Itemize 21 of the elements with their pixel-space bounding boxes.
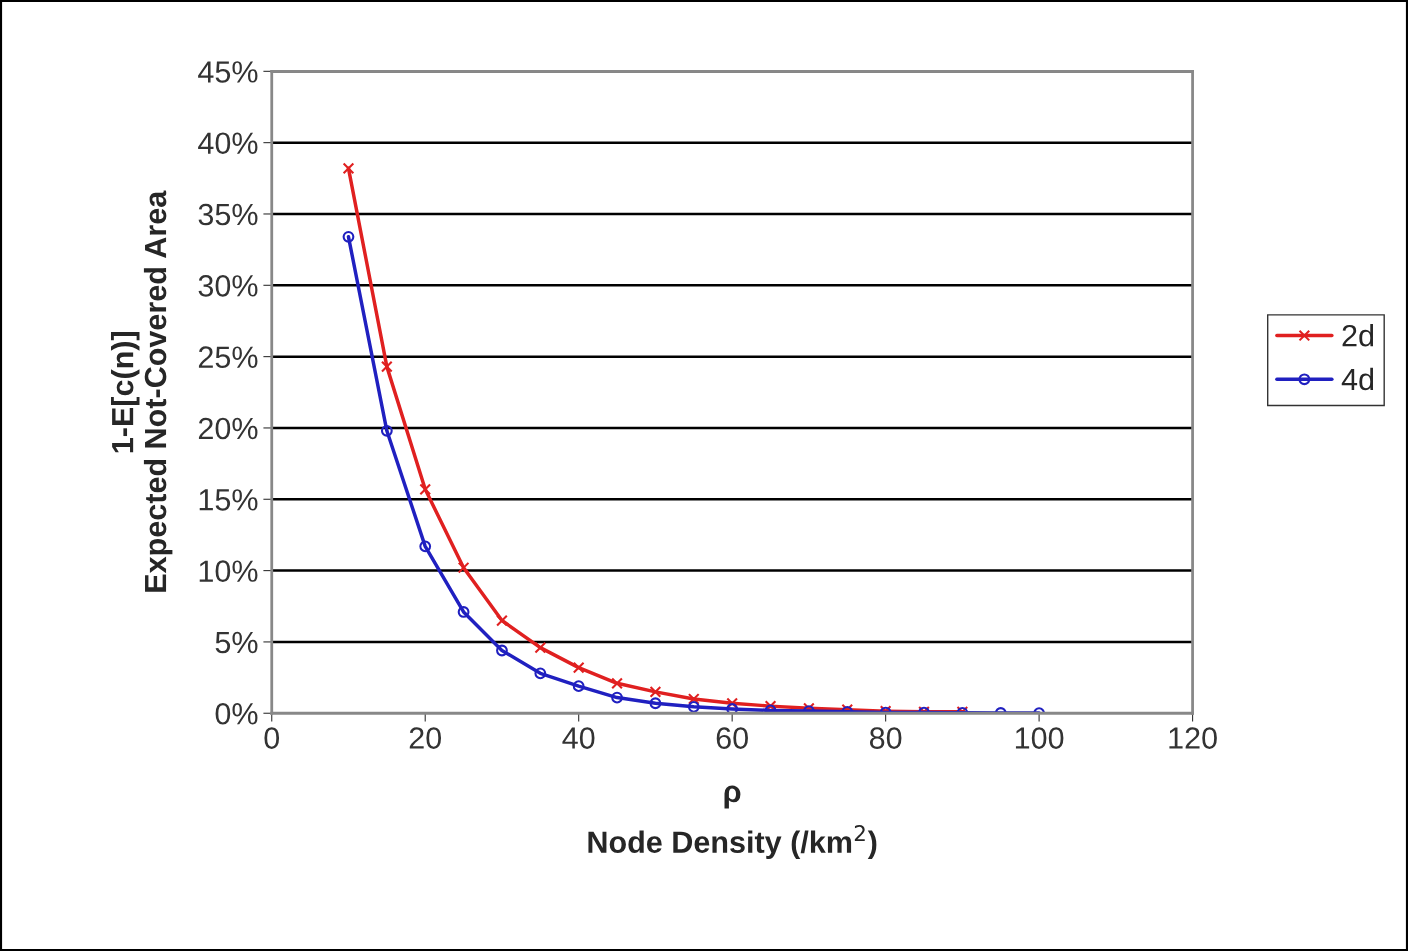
- y-tick-label: 30%: [198, 275, 258, 297]
- x-tick-label: 40: [562, 727, 595, 749]
- y-tick-label: 40%: [198, 132, 258, 155]
- legend-label: 2d: [1342, 324, 1374, 347]
- legend-label: 4d: [1341, 367, 1374, 391]
- y-tick-label: 15%: [199, 489, 258, 511]
- x-tick-label: 0: [264, 727, 280, 749]
- y-tick-label: 25%: [198, 346, 258, 368]
- x-tick-label: 20: [409, 727, 442, 749]
- y-tick-label: 20%: [198, 417, 258, 440]
- x-axis-title: ρ Node Density (/km$^{2}$): [588, 785, 877, 860]
- y-tick-label: 0%: [215, 702, 258, 725]
- x-tick-label: 60: [716, 727, 748, 749]
- y-axis-title: 1-E[c(n)] Expected Not-Covered Area: [111, 190, 173, 592]
- x-tick-label: 80: [869, 727, 902, 749]
- x-tick-label: 120: [1169, 727, 1217, 749]
- y-tick-label: 10%: [199, 560, 258, 582]
- y-tick-label: 5%: [215, 631, 258, 654]
- y-tick-label: 35%: [198, 203, 258, 226]
- x-tick-label: 100: [1015, 727, 1064, 749]
- y-tick-label: 45%: [198, 61, 258, 83]
